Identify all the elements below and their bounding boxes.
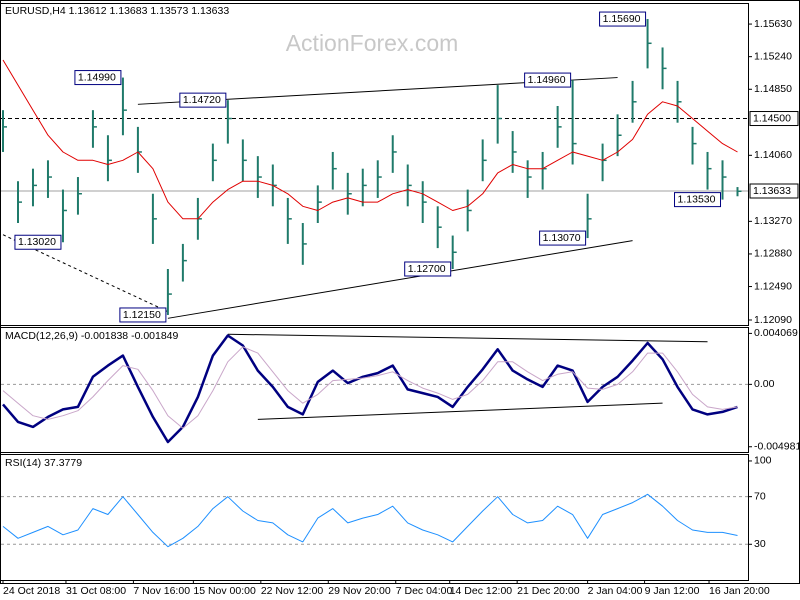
watermark: ActionForex.com [286, 30, 459, 56]
x-tick-label: 2 Jan 04:00 [588, 585, 643, 597]
indicator-line [2, 493, 738, 548]
trend-line [257, 402, 663, 420]
annotation-label: 1.13530 [678, 193, 716, 205]
y-tick-label: 1.15630 [754, 18, 792, 30]
price-panel [0, 3, 749, 326]
annotation-label: 1.14990 [78, 71, 116, 83]
y-tick-label: 0.00 [754, 378, 775, 390]
annotation-box [74, 70, 122, 86]
trend-line [167, 240, 633, 319]
y-tick-label: 1.12090 [754, 314, 792, 326]
annotation-box [14, 234, 62, 250]
x-tick-label: 14 Dec 12:00 [450, 585, 513, 597]
annotation-label: 1.12150 [123, 309, 161, 321]
x-tick-label: 7 Nov 16:00 [133, 585, 190, 597]
y-tick-label: -0.004981 [754, 441, 800, 453]
annotation-box [524, 72, 572, 88]
annotation-label: 1.13020 [18, 236, 56, 248]
last-price-box [749, 183, 799, 199]
x-tick-label: 29 Nov 20:00 [328, 585, 391, 597]
y-tick-label: 1.14060 [754, 149, 792, 161]
x-tick-label: 15 Nov 00:00 [193, 585, 256, 597]
x-tick-label: 7 Dec 04:00 [396, 585, 453, 597]
x-tick-label: 24 Oct 2018 [3, 585, 60, 597]
last-price-label: 1.13633 [753, 185, 791, 197]
annotation-label: 1.14720 [183, 94, 221, 106]
annotation-box [599, 11, 647, 27]
indicator-line [2, 346, 738, 429]
y-tick-label: 70 [754, 490, 766, 502]
y-tick-label: 1.12490 [754, 280, 792, 292]
indicator-line [2, 334, 738, 444]
annotation-label: 1.14960 [528, 74, 566, 86]
rsi-panel [0, 454, 749, 581]
y-tick-label: 1.15240 [754, 50, 792, 62]
moving-average [2, 59, 738, 220]
y-tick-label: 100 [754, 455, 772, 467]
rsi-title: RSI(14) 37.3779 [5, 457, 82, 469]
macd-title: MACD(12,26,9) -0.001838 -0.001849 [5, 330, 179, 342]
y-tick-label: 30 [754, 538, 766, 550]
y-tick-label: 1.12880 [754, 248, 792, 260]
x-tick-label: 9 Jan 12:00 [645, 585, 700, 597]
annotation-box [539, 230, 587, 246]
frame [0, 0, 800, 584]
trend-line [227, 333, 708, 343]
annotation-box [674, 192, 722, 208]
level-label: 1.14500 [753, 112, 791, 124]
x-tick-label: 22 Nov 12:00 [261, 585, 324, 597]
y-tick-label: 0.004069 [754, 327, 798, 339]
annotation-box [179, 92, 227, 108]
level-label-box [749, 111, 799, 127]
x-tick-label: 31 Oct 08:00 [66, 585, 126, 597]
x-tick-label: 16 Jan 20:00 [709, 585, 770, 597]
annotation-label: 1.13070 [543, 232, 581, 244]
y-tick-label: 1.13270 [754, 215, 792, 227]
x-tick-label: 21 Dec 20:00 [517, 585, 580, 597]
price-title: EURUSD,H4 1.13612 1.13683 1.13573 1.1363… [5, 5, 229, 17]
annotation-label: 1.12700 [408, 263, 446, 275]
annotation-box [404, 261, 452, 277]
annotation-box [119, 307, 167, 323]
annotation-label: 1.15690 [603, 13, 641, 25]
macd-panel [0, 327, 749, 453]
y-tick-label: 1.14850 [754, 83, 792, 95]
